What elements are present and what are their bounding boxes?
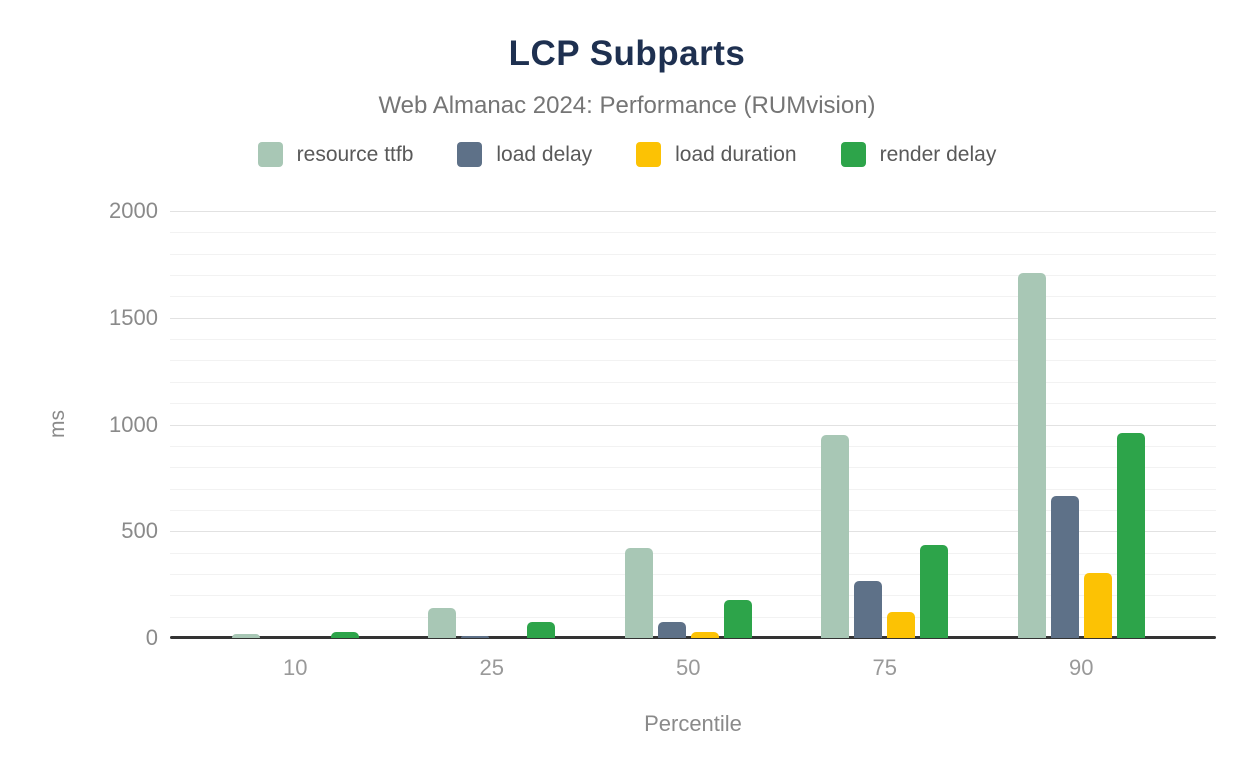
legend-label: load delay	[496, 142, 593, 166]
minor-gridline	[170, 360, 1216, 362]
minor-gridline	[170, 253, 1216, 255]
y-tick-label: 1500	[109, 304, 158, 330]
bar-render-delay-p10	[330, 632, 359, 638]
bar-render-delay-p75	[920, 545, 949, 638]
legend-label: load duration	[675, 142, 797, 166]
bar-resource-ttfb-p90	[1017, 273, 1046, 638]
x-tick-label: 90	[1069, 655, 1094, 680]
y-tick-label: 500	[121, 518, 158, 544]
bar-resource-ttfb-p75	[821, 435, 850, 638]
bar-load-delay-p75	[854, 581, 883, 638]
minor-gridline	[170, 552, 1216, 554]
minor-gridline	[170, 339, 1216, 341]
legend-item-render-delay: render delay	[840, 142, 997, 167]
bar-load-duration-p50	[690, 632, 719, 638]
y-tick-label: 0	[145, 625, 158, 650]
bar-resource-ttfb-p50	[624, 548, 653, 638]
y-tick-label: 1000	[109, 411, 158, 437]
legend-item-resource-ttfb: resource ttfb	[257, 142, 414, 167]
minor-gridline	[170, 488, 1216, 490]
legend-swatch-icon	[457, 142, 483, 167]
bar-load-duration-p75	[887, 612, 916, 638]
x-tick-label: 75	[872, 655, 897, 680]
bar-load-delay-p25	[461, 636, 490, 638]
minor-gridline	[170, 275, 1216, 277]
major-gridline	[170, 317, 1216, 319]
bar-render-delay-p25	[527, 622, 556, 638]
bar-load-delay-p50	[657, 622, 686, 638]
minor-gridline	[170, 445, 1216, 447]
y-tick-label: 2000	[109, 198, 158, 223]
minor-gridline	[170, 403, 1216, 405]
minor-gridline	[170, 616, 1216, 618]
legend-swatch-icon	[636, 142, 662, 167]
legend-label: render delay	[879, 142, 997, 166]
bar-load-delay-p90	[1050, 496, 1079, 638]
chart-subtitle: Web Almanac 2024: Performance (RUMvision…	[378, 92, 876, 119]
x-tick-label: 25	[479, 655, 504, 680]
legend-label: resource ttfb	[296, 142, 414, 166]
legend-item-load-delay: load delay	[457, 142, 592, 167]
bar-render-delay-p90	[1116, 433, 1145, 638]
major-gridline	[170, 424, 1216, 426]
bar-render-delay-p50	[723, 600, 752, 638]
x-tick-label: 10	[283, 655, 308, 680]
legend-swatch-icon	[840, 142, 866, 167]
legend-swatch-icon	[257, 142, 283, 167]
bar-resource-ttfb-p25	[428, 608, 457, 638]
plot-area	[170, 211, 1216, 639]
minor-gridline	[170, 467, 1216, 469]
chart-title: LCP Subparts	[508, 34, 746, 73]
legend: resource ttfb load delay load duration rend…	[0, 142, 1254, 167]
minor-gridline	[170, 381, 1216, 383]
minor-gridline	[170, 573, 1216, 575]
x-tick-label: 50	[676, 655, 701, 680]
minor-gridline	[170, 509, 1216, 511]
major-gridline	[170, 211, 1216, 212]
minor-gridline	[170, 232, 1216, 234]
legend-item-load-duration: load duration	[636, 142, 797, 167]
minor-gridline	[170, 296, 1216, 298]
bar-load-duration-p90	[1083, 573, 1112, 638]
x-axis-title: Percentile	[644, 711, 742, 736]
minor-gridline	[170, 595, 1216, 597]
major-gridline	[170, 531, 1216, 533]
bar-resource-ttfb-p10	[231, 634, 260, 638]
